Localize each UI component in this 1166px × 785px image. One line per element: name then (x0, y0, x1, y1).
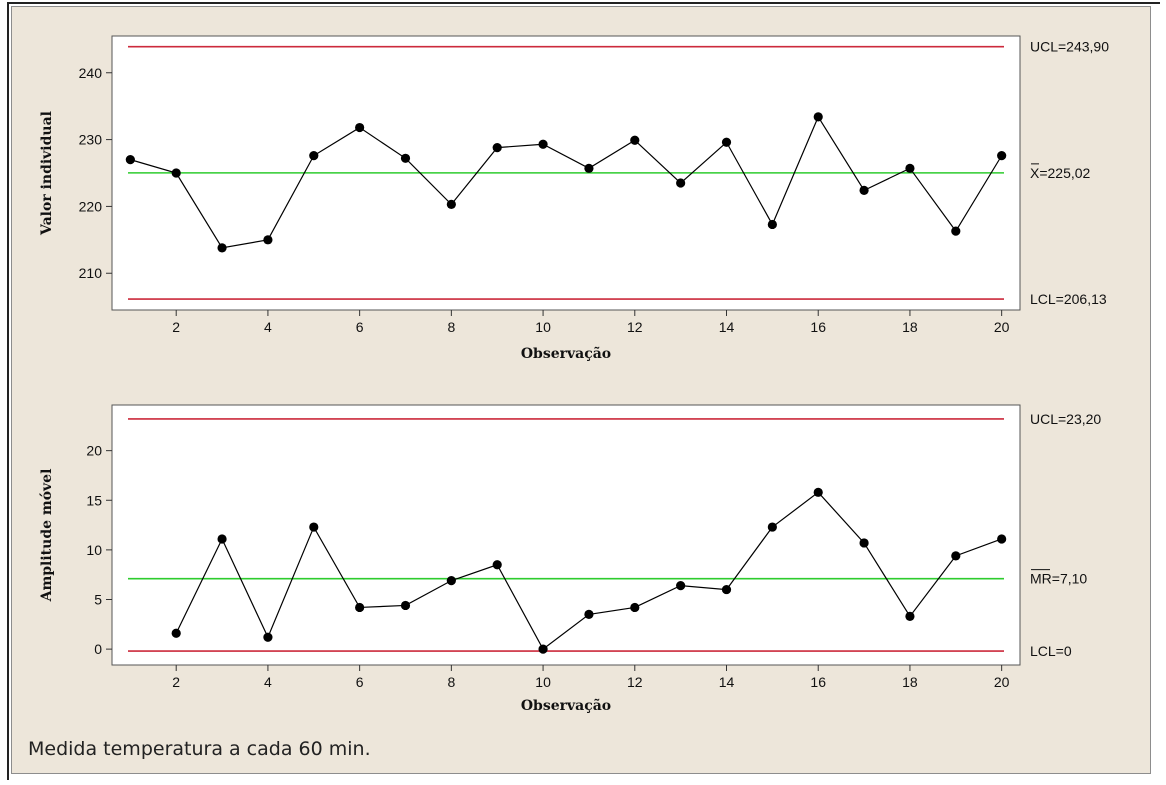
x-tick-label-10: 10 (535, 319, 551, 335)
limit-label-lcl: LCL=206,13 (1030, 291, 1107, 307)
data-point-20 (997, 151, 1007, 161)
data-point-19 (951, 551, 961, 561)
y-tick-label-10: 10 (86, 542, 102, 558)
x-tick-label-10: 10 (535, 674, 551, 690)
data-point-6 (355, 602, 365, 613)
outer-frame (7, 2, 1160, 780)
y-tick-label-230: 230 (79, 132, 103, 148)
limit-label-x-bar: X=225,02 (1030, 165, 1091, 181)
y-tick-label-15: 15 (86, 492, 102, 508)
data-point-3 (217, 243, 227, 253)
x-tick-label-4: 4 (264, 319, 272, 335)
data-point-16 (813, 112, 823, 122)
data-point-10 (538, 139, 548, 149)
data-point-15 (767, 522, 777, 532)
limit-label-ucl: UCL=243,90 (1030, 39, 1109, 55)
x-axis-title: Observação (521, 345, 611, 362)
data-point-12 (630, 602, 640, 613)
x-axis-title: Observação (521, 697, 611, 714)
y-tick-label-5: 5 (94, 592, 102, 608)
y-tick-label-220: 220 (79, 198, 103, 214)
x-tick-label-20: 20 (994, 674, 1010, 690)
x-tick-label-4: 4 (264, 674, 272, 690)
y-tick-label-240: 240 (79, 65, 103, 81)
y-axis-title: Amplitude móvel (39, 469, 55, 603)
data-point-14 (721, 584, 732, 595)
data-point-3 (217, 534, 227, 544)
data-point-14 (721, 137, 732, 147)
data-point-7 (400, 600, 411, 611)
control-chart-1: UCL=243,90 X=225,02 LCL=206,13 2 4 6 8 10 12 14 16… (39, 35, 1109, 362)
data-point-8 (446, 199, 456, 210)
data-point-15 (767, 219, 777, 230)
data-point-12 (630, 135, 640, 145)
limit-label-lcl: LCL=0 (1030, 643, 1072, 659)
x-tick-label-8: 8 (447, 674, 455, 690)
data-point-5 (309, 151, 319, 161)
data-point-13 (676, 178, 686, 188)
data-point-8 (446, 576, 456, 586)
data-point-20 (997, 534, 1007, 544)
x-tick-label-18: 18 (902, 674, 918, 690)
footer-caption: Medida temperatura a cada 60 min. (28, 738, 371, 760)
data-point-9 (492, 143, 502, 153)
x-tick-label-2: 2 (172, 674, 180, 690)
data-point-11 (584, 163, 594, 173)
data-point-2 (171, 628, 181, 638)
x-tick-label-14: 14 (719, 674, 735, 690)
x-tick-label-20: 20 (994, 319, 1010, 335)
series-line (130, 115, 1003, 249)
data-point-18 (905, 163, 915, 173)
data-point-7 (400, 153, 411, 163)
y-tick-label-210: 210 (79, 265, 103, 281)
data-point-13 (676, 581, 686, 591)
data-point-1 (125, 155, 135, 165)
y-tick-label-0: 0 (94, 641, 102, 657)
x-tick-label-6: 6 (356, 674, 364, 690)
x-tick-label-18: 18 (902, 319, 918, 335)
data-point-9 (492, 560, 502, 570)
plot-area (111, 404, 1021, 666)
limit-label-ucl: UCL=23,20 (1030, 411, 1101, 427)
data-point-2 (171, 168, 181, 178)
data-point-4 (263, 632, 273, 642)
x-tick-label-16: 16 (810, 319, 826, 335)
y-axis-title: Valor individual (39, 111, 55, 236)
data-point-18 (905, 611, 915, 621)
data-point-10 (538, 644, 548, 654)
x-tick-label-12: 12 (627, 319, 643, 335)
data-point-11 (584, 609, 594, 619)
data-point-17 (859, 185, 869, 195)
x-tick-label-8: 8 (447, 319, 455, 335)
x-tick-label-14: 14 (719, 319, 735, 335)
data-point-19 (951, 226, 961, 236)
data-point-17 (859, 538, 869, 548)
control-chart-2: UCL=23,20 MR=7,10 LCL=0 2 4 6 8 10 12 14 16 18 20 0 5 1… (39, 404, 1101, 714)
limit-label-mr-bar: MR=7,10 (1030, 571, 1087, 587)
x-tick-label-6: 6 (356, 319, 364, 335)
data-point-16 (813, 487, 823, 497)
x-tick-label-16: 16 (810, 674, 826, 690)
x-tick-label-2: 2 (172, 319, 180, 335)
data-point-5 (309, 522, 319, 532)
data-point-4 (263, 235, 273, 245)
data-point-6 (355, 122, 365, 133)
y-tick-label-20: 20 (86, 443, 102, 459)
x-tick-label-12: 12 (627, 674, 643, 690)
